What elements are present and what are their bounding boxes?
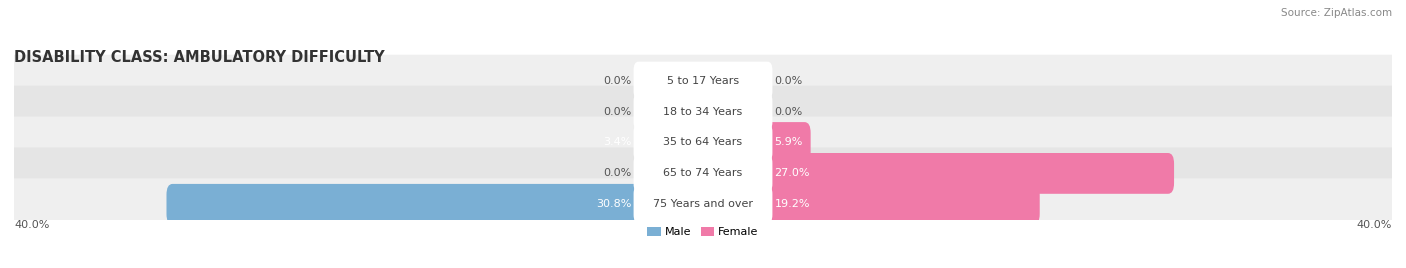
FancyBboxPatch shape: [7, 117, 1399, 169]
FancyBboxPatch shape: [634, 62, 772, 100]
Text: 3.4%: 3.4%: [603, 137, 631, 147]
FancyBboxPatch shape: [634, 124, 772, 162]
Text: 18 to 34 Years: 18 to 34 Years: [664, 107, 742, 117]
Text: 0.0%: 0.0%: [603, 168, 631, 178]
FancyBboxPatch shape: [697, 153, 1174, 194]
Legend: Male, Female: Male, Female: [643, 222, 763, 242]
FancyBboxPatch shape: [697, 122, 811, 163]
Text: 5.9%: 5.9%: [775, 137, 803, 147]
FancyBboxPatch shape: [634, 92, 772, 131]
Text: Source: ZipAtlas.com: Source: ZipAtlas.com: [1281, 8, 1392, 18]
Text: 0.0%: 0.0%: [775, 76, 803, 86]
Text: 30.8%: 30.8%: [596, 199, 631, 209]
FancyBboxPatch shape: [7, 55, 1399, 107]
Text: 65 to 74 Years: 65 to 74 Years: [664, 168, 742, 178]
FancyBboxPatch shape: [634, 154, 772, 192]
Text: 5 to 17 Years: 5 to 17 Years: [666, 76, 740, 86]
Text: DISABILITY CLASS: AMBULATORY DIFFICULTY: DISABILITY CLASS: AMBULATORY DIFFICULTY: [14, 50, 385, 65]
Text: 40.0%: 40.0%: [14, 220, 49, 230]
FancyBboxPatch shape: [7, 147, 1399, 199]
FancyBboxPatch shape: [7, 178, 1399, 230]
Text: 75 Years and over: 75 Years and over: [652, 199, 754, 209]
FancyBboxPatch shape: [638, 122, 709, 163]
FancyBboxPatch shape: [7, 86, 1399, 137]
Text: 0.0%: 0.0%: [603, 107, 631, 117]
Text: 40.0%: 40.0%: [1357, 220, 1392, 230]
Text: 27.0%: 27.0%: [775, 168, 810, 178]
FancyBboxPatch shape: [697, 184, 1039, 225]
Text: 0.0%: 0.0%: [775, 107, 803, 117]
Text: 0.0%: 0.0%: [603, 76, 631, 86]
Text: 19.2%: 19.2%: [775, 199, 810, 209]
FancyBboxPatch shape: [166, 184, 709, 225]
FancyBboxPatch shape: [634, 185, 772, 223]
Text: 35 to 64 Years: 35 to 64 Years: [664, 137, 742, 147]
